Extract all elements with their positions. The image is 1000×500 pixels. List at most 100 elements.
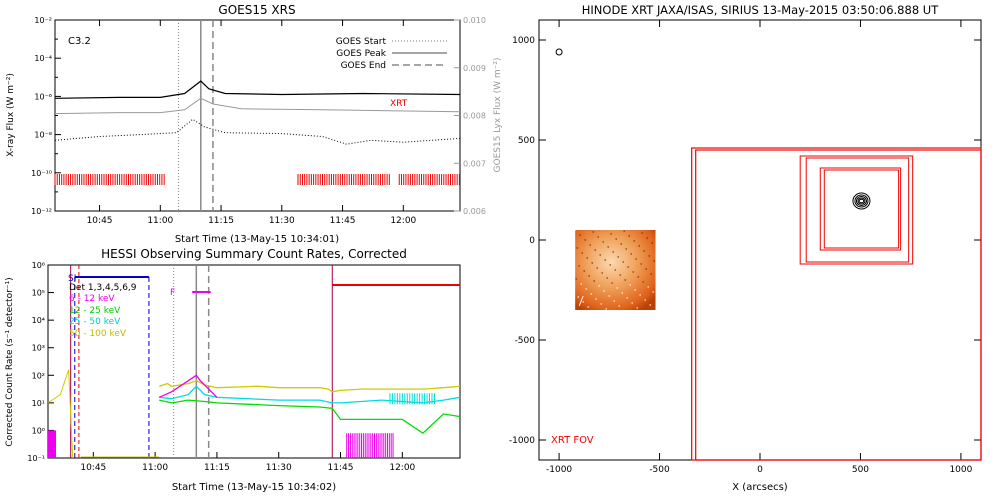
hessi-y-tick-label: 10⁵	[32, 289, 45, 298]
hessi-x-tick-label: 11:15	[204, 463, 230, 473]
hessi-y-tick-label: 10²	[32, 371, 45, 380]
xrt-image-speck	[595, 298, 597, 300]
xrt-image-speck	[625, 248, 627, 250]
xrt-image-speck	[596, 267, 598, 269]
xrt-x-tick-label: 0	[757, 465, 763, 475]
xrt-image-speck	[582, 301, 584, 303]
xrt-image-speck	[621, 292, 623, 294]
xrt-image-speck	[623, 230, 625, 232]
hessi-xlabel: Start Time (13-May-15 10:34:02)	[172, 482, 336, 493]
xrt-subfield-rect	[805, 157, 910, 263]
hessi-x-axis: 10:45 11:00 11:15 11:30 11:45 12:00	[80, 452, 416, 473]
xrt-fov-rectangles	[691, 147, 982, 461]
xrt-image-speck	[649, 304, 651, 306]
xrt-image-speck	[615, 238, 617, 240]
goes-xlabel: Start Time (13-May-15 10:34:01)	[175, 234, 339, 245]
xrt-image-speck	[577, 296, 579, 298]
xrt-image-speck	[588, 275, 590, 277]
xrt-image-speck	[608, 295, 610, 297]
xrt-image-speck	[613, 300, 615, 302]
xrt-image-speck	[637, 276, 639, 278]
hessi-x-tick-label: 11:00	[142, 463, 168, 473]
xrt-contour	[854, 194, 869, 208]
goes-y-tick-label: 10⁻¹²	[31, 207, 52, 216]
hessi-flags-and-lines	[47, 265, 460, 459]
xrt-image-speck	[648, 255, 650, 257]
xrt-image-speck	[575, 278, 577, 280]
hessi-y-tick-label: 10³	[32, 344, 45, 353]
hessi-series-green	[159, 399, 461, 435]
xrt-image-speck	[622, 261, 624, 263]
xrt-image-speck	[619, 274, 621, 276]
xrt-fov-rect	[695, 149, 982, 461]
goes-y-axis: 10⁻¹² 10⁻¹⁰ 10⁻⁸ 10⁻⁶ 10⁻⁴ 10⁻²	[31, 16, 61, 216]
hessi-legend-50-100: 50 - 100 keV	[69, 329, 127, 339]
xrt-image-speck	[628, 235, 630, 237]
xrt-fov-label: XRT FOV	[551, 435, 594, 446]
xrt-image-speck	[614, 269, 616, 271]
goes-y2-tick-label: 0.006	[463, 207, 486, 216]
xrt-image-speck	[593, 280, 595, 282]
xrt-x-tick-label: -500	[649, 465, 670, 475]
xrt-image-speck	[602, 241, 604, 243]
goes-y-tick-label: 10⁻⁴	[34, 54, 52, 63]
xrt-image-speck	[651, 242, 653, 244]
xrt-contour	[858, 198, 865, 204]
xrt-contours	[555, 48, 871, 210]
xrt-image-speck	[601, 272, 603, 274]
xrt-x-tick-label: 1000	[949, 465, 972, 475]
goes-legend-end: GOES End	[341, 61, 386, 71]
hessi-x-tick-label: 11:45	[328, 463, 354, 473]
xrt-image-speck	[643, 250, 645, 252]
xrt-image-speck	[635, 258, 637, 260]
xrt-image-speck	[627, 266, 629, 268]
goes-legend: GOES Start GOES Peak GOES End	[336, 37, 447, 71]
hessi-series-yellow	[158, 380, 461, 393]
xrt-image-speck	[590, 293, 592, 295]
xrt-image-speck	[592, 231, 594, 233]
xrt-image-speck	[609, 264, 611, 266]
hessi-x-tick-label: 12:00	[389, 463, 415, 473]
xrt-image-speck	[631, 302, 633, 304]
hessi-saa-flag: SI	[68, 274, 76, 284]
xrt-image-speck	[650, 273, 652, 275]
xrt-map-panel: HINODE XRT JAXA/ISAS, SIRIUS 13-May-2015…	[509, 3, 982, 493]
goes-ylabel: X-ray Flux (W m⁻²)	[6, 73, 16, 157]
hessi-x-tick-label: 11:30	[266, 463, 292, 473]
xrt-image-speck	[578, 265, 580, 267]
xrt-image-speck	[581, 252, 583, 254]
xrt-image-speck	[589, 244, 591, 246]
xrt-subfield-rect	[823, 169, 900, 249]
goes-legend-peak: GOES Peak	[336, 49, 386, 59]
goes-x-tick-label: 10:45	[87, 216, 113, 226]
goes-x-tick-label: 11:45	[330, 216, 356, 226]
xrt-subfield-rect	[799, 155, 914, 265]
xrt-image-speck	[600, 303, 602, 305]
xrt-image-speck	[591, 262, 593, 264]
goes-y-tick-label: 10⁻⁸	[34, 131, 52, 140]
goes-x-axis: 10:45 11:00 11:15 11:30 11:45 12:00	[87, 20, 417, 226]
hessi-y-axis: 10⁻¹ 10⁰ 10¹ 10² 10³ 10⁴ 10⁵ 10⁶	[27, 261, 54, 463]
xrt-image-speck	[620, 243, 622, 245]
hessi-x-tick-label: 10:45	[80, 463, 106, 473]
hessi-panel: HESSI Observing Summary Count Rates, Cor…	[5, 247, 461, 493]
xrt-image-speck	[597, 236, 599, 238]
xrt-image-speck	[606, 277, 608, 279]
xrt-image-speck	[611, 282, 613, 284]
goes-y2-tick-label: 0.009	[463, 64, 486, 73]
xrt-image-speck	[580, 283, 582, 285]
xrt-x-tick-label: 500	[852, 465, 869, 475]
xrt-image-speck	[634, 289, 636, 291]
hessi-y-tick-label: 10⁶	[32, 261, 45, 270]
xrt-image-speck	[617, 256, 619, 258]
hessi-left-spike	[47, 369, 74, 459]
hessi-series-magenta	[158, 374, 218, 398]
xrt-image-speck	[604, 259, 606, 261]
xrt-image-speck	[605, 308, 607, 310]
hessi-y-tick-label: 10⁻¹	[27, 454, 45, 463]
xrt-image-speck	[636, 307, 638, 309]
hessi-y-tick-label: 10⁰	[32, 426, 45, 435]
xrt-image-speck	[645, 268, 647, 270]
goes-y2-axis: 0.006 0.007 0.008 0.009 0.010	[454, 16, 486, 216]
xrt-image-speck	[640, 263, 642, 265]
